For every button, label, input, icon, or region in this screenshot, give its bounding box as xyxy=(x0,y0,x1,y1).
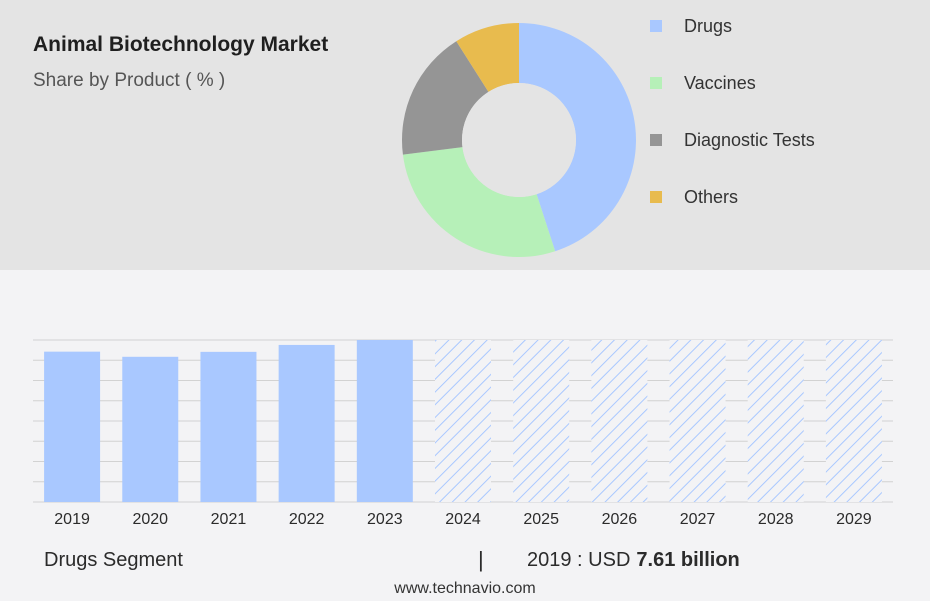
donut-slice-vaccines xyxy=(402,147,556,257)
bar-forecast-2026 xyxy=(591,340,648,502)
footer-site: www.technavio.com xyxy=(394,580,536,597)
legend-swatch-diagnostic-tests xyxy=(650,134,662,146)
legend-label-drugs: Drugs xyxy=(684,15,733,36)
donut-hole xyxy=(462,83,576,197)
legend-label-others: Others xyxy=(684,186,739,207)
legend-item-diagnostic-tests: Diagnostic Tests xyxy=(650,126,815,154)
bar-forecast-2028 xyxy=(747,340,804,502)
x-tick-label-2020: 2020 xyxy=(132,511,168,528)
x-tick-label-2021: 2021 xyxy=(211,511,247,528)
bar-chart: 2019 2020 2021 2022 2023 2024 2025 2026 2027 2028… xyxy=(33,339,893,528)
legend-item-others: Others xyxy=(650,183,815,211)
x-tick-label-2027: 2027 xyxy=(680,511,716,528)
x-tick-label-2028: 2028 xyxy=(758,511,794,528)
x-tick-label-2023: 2023 xyxy=(367,511,403,528)
bar-forecast-2024 xyxy=(435,340,491,502)
legend-label-vaccines: Vaccines xyxy=(684,72,756,93)
x-tick-label-2029: 2029 xyxy=(836,511,872,528)
bar-2022 xyxy=(278,344,335,502)
legend-swatch-drugs xyxy=(650,20,662,32)
bar-2021 xyxy=(200,351,257,502)
bar-forecast-2025 xyxy=(513,340,570,502)
donut-slice-drugs xyxy=(519,23,636,252)
chart-subtitle: Share by Product ( % ) xyxy=(33,70,226,91)
chart-title: Animal Biotechnology Market xyxy=(33,33,329,56)
bar-2023 xyxy=(356,340,413,502)
x-tick-label-2024: 2024 xyxy=(445,511,481,528)
segment-name: Drugs Segment xyxy=(44,549,183,571)
donut-slice-diagnostic-tests xyxy=(402,41,489,155)
x-tick-label-2019: 2019 xyxy=(54,511,90,528)
bar-2020 xyxy=(122,356,179,502)
donut-slice-others xyxy=(456,23,519,92)
legend-swatch-vaccines xyxy=(650,77,662,89)
x-tick-label-2025: 2025 xyxy=(523,511,559,528)
x-tick-label-2022: 2022 xyxy=(289,511,325,528)
legend-swatch-others xyxy=(650,191,662,203)
x-tick-label-2026: 2026 xyxy=(602,511,638,528)
segment-summary: Drugs Segment | 2019 : USD 7.61 billion xyxy=(0,545,930,581)
legend-label-diagnostic-tests: Diagnostic Tests xyxy=(684,129,815,150)
legend-item-vaccines: Vaccines xyxy=(650,69,815,97)
legend: Drugs Vaccines Diagnostic Tests Others xyxy=(650,12,815,240)
bar-2019 xyxy=(44,351,101,502)
segment-value: 2019 : USD 7.61 billion xyxy=(527,549,740,572)
legend-item-drugs: Drugs xyxy=(650,12,815,40)
bar-forecast-2027 xyxy=(669,340,726,502)
donut-chart xyxy=(402,23,636,257)
segment-divider: | xyxy=(478,547,484,572)
segment-value-amount: 7.61 billion xyxy=(636,549,740,571)
segment-year-label: 2019 : USD xyxy=(527,549,631,571)
bar-forecast-2029 xyxy=(825,340,882,502)
